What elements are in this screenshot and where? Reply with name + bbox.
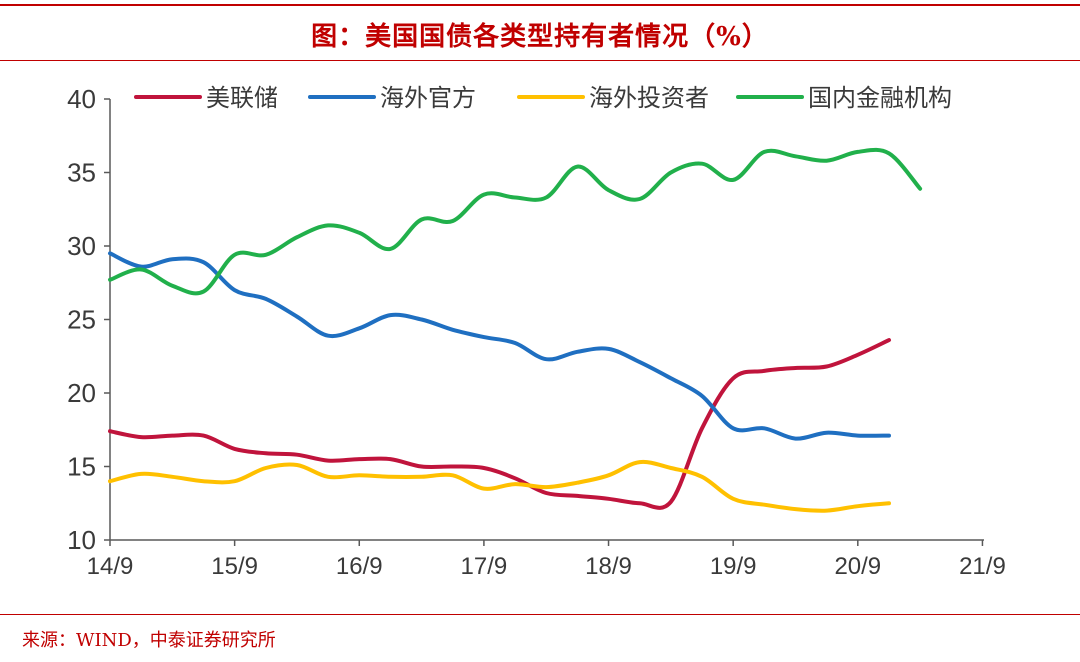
y-tick-label: 10 (67, 525, 96, 555)
series-line-2 (108, 251, 891, 441)
x-tick-label: 20/9 (834, 553, 881, 580)
title-rule (0, 60, 1080, 61)
x-tick-label: 21/9 (959, 553, 1006, 580)
legend-label-1: 美联储 (206, 84, 278, 112)
x-tick-label: 17/9 (461, 553, 508, 580)
y-tick-label: 20 (67, 378, 96, 408)
series-line-4 (108, 147, 923, 296)
y-tick-label: 15 (67, 452, 96, 482)
x-tick-label: 15/9 (211, 553, 258, 580)
bottom-rule (0, 614, 1080, 615)
x-tick-label: 14/9 (87, 553, 134, 580)
chart-title: 图：美国国债各类型持有者情况（%） (311, 22, 769, 52)
x-tick-label: 16/9 (336, 553, 383, 580)
y-tick-label: 40 (67, 84, 96, 114)
line-chart: 10 15 20 25 30 35 40 14/9 15/9 16/9 17/9 18/9 19/9 20… (67, 84, 1006, 580)
series-line-1 (108, 338, 891, 510)
legend-label-2: 海外官方 (380, 84, 476, 112)
legend-label-4: 国内金融机构 (808, 84, 952, 112)
y-tick-label: 30 (67, 231, 96, 261)
x-tick-label: 18/9 (585, 553, 632, 580)
top-rule (0, 4, 1080, 6)
y-tick-label: 25 (67, 305, 96, 335)
legend-label-3: 海外投资者 (589, 84, 709, 112)
source-note: 来源：WIND，中泰证券研究所 (22, 630, 276, 651)
y-tick-label: 35 (67, 158, 96, 188)
x-tick-label: 19/9 (710, 553, 757, 580)
series-line-3 (108, 459, 891, 513)
